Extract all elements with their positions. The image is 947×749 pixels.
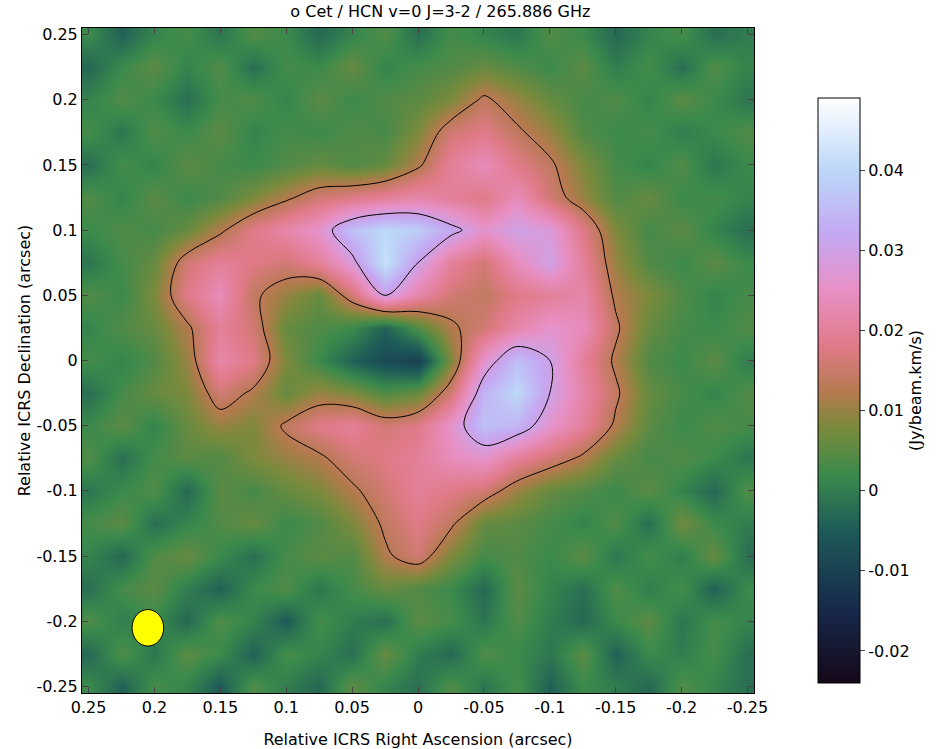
svg-text:0.1: 0.1 bbox=[52, 221, 77, 240]
svg-text:-0.05: -0.05 bbox=[463, 698, 504, 717]
svg-text:-0.2: -0.2 bbox=[47, 612, 78, 631]
svg-text:-0.1: -0.1 bbox=[47, 481, 78, 500]
svg-text:-0.2: -0.2 bbox=[666, 698, 697, 717]
svg-text:0: 0 bbox=[68, 351, 78, 370]
svg-text:0: 0 bbox=[413, 698, 423, 717]
svg-text:-0.02: -0.02 bbox=[868, 642, 909, 661]
svg-text:0.2: 0.2 bbox=[142, 698, 167, 717]
svg-text:0: 0 bbox=[868, 481, 878, 500]
svg-text:0.05: 0.05 bbox=[42, 286, 78, 305]
svg-text:0.25: 0.25 bbox=[42, 25, 78, 44]
svg-text:0.2: 0.2 bbox=[52, 90, 77, 109]
svg-text:Relative ICRS Right Ascension: Relative ICRS Right Ascension (arcsec) bbox=[263, 730, 572, 749]
svg-text:0.15: 0.15 bbox=[203, 698, 239, 717]
svg-text:0.15: 0.15 bbox=[42, 156, 78, 175]
svg-text:o Cet / HCN v=0 J=3-2 / 265.88: o Cet / HCN v=0 J=3-2 / 265.886 GHz bbox=[290, 2, 590, 21]
svg-text:0.25: 0.25 bbox=[71, 698, 107, 717]
svg-text:0.1: 0.1 bbox=[274, 698, 299, 717]
svg-text:(Jy/beam.km/s): (Jy/beam.km/s) bbox=[906, 330, 925, 451]
svg-text:-0.15: -0.15 bbox=[595, 698, 636, 717]
svg-text:0.02: 0.02 bbox=[868, 321, 904, 340]
svg-text:Relative ICRS Declination (arc: Relative ICRS Declination (arcsec) bbox=[15, 225, 34, 497]
svg-text:0.05: 0.05 bbox=[334, 698, 370, 717]
svg-text:-0.01: -0.01 bbox=[868, 561, 909, 580]
svg-text:-0.1: -0.1 bbox=[534, 698, 565, 717]
svg-text:-0.15: -0.15 bbox=[36, 547, 77, 566]
svg-text:0.01: 0.01 bbox=[868, 401, 904, 420]
svg-text:-0.05: -0.05 bbox=[36, 416, 77, 435]
svg-text:-0.25: -0.25 bbox=[727, 698, 768, 717]
svg-text:0.03: 0.03 bbox=[868, 241, 904, 260]
svg-text:-0.25: -0.25 bbox=[36, 677, 77, 696]
svg-text:0.04: 0.04 bbox=[868, 161, 904, 180]
